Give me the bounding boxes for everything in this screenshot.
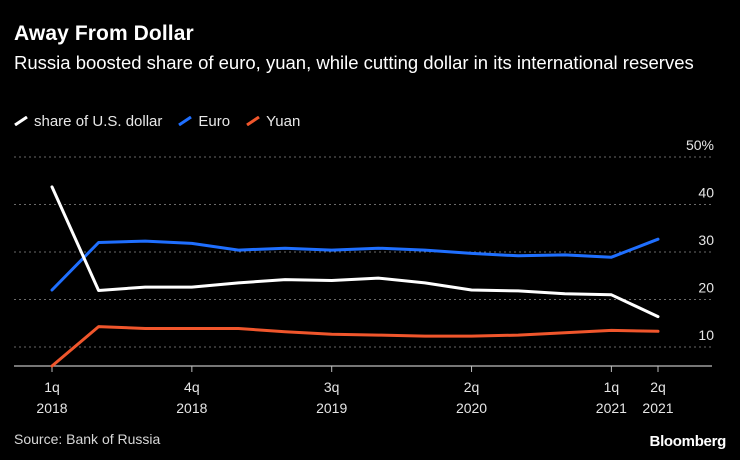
legend-label-yuan: Yuan xyxy=(266,112,301,130)
legend: share of U.S. dollar Euro Yuan xyxy=(14,111,316,131)
x-tick-label-6-year: 2019 xyxy=(316,400,347,416)
series-line-euro xyxy=(50,237,660,292)
x-tick-label-3-year: 2018 xyxy=(176,400,207,416)
legend-swatch-euro xyxy=(178,116,193,126)
x-tick-label-13-year: 2021 xyxy=(642,400,673,416)
chart-title: Away From Dollar xyxy=(14,22,194,45)
series-line-share-of-u-s-dollar xyxy=(50,185,660,319)
legend-item-dollar: share of U.S. dollar xyxy=(14,113,162,130)
x-tick-label-9-quarter: 2q xyxy=(464,379,480,395)
x-tick-label-3-quarter: 4q xyxy=(184,379,200,395)
source-note: Source: Bank of Russia xyxy=(14,431,161,447)
x-tick-label-0-year: 2018 xyxy=(36,400,67,416)
chart-subtitle: Russia boosted share of euro, yuan, whil… xyxy=(14,52,694,73)
x-tick-label-13-quarter: 2q xyxy=(650,379,666,395)
legend-item-euro: Euro xyxy=(178,113,230,130)
legend-swatch-dollar xyxy=(14,116,28,126)
y-tick-label-40: 40 xyxy=(698,185,714,201)
legend-swatch-yuan xyxy=(246,116,260,126)
x-tick-label-6-quarter: 3q xyxy=(324,379,340,395)
y-tick-label-50: 50% xyxy=(686,137,714,153)
y-tick-label-10: 10 xyxy=(698,327,714,343)
y-tick-label-30: 30 xyxy=(698,232,714,248)
legend-label-dollar: share of U.S. dollar xyxy=(34,112,163,130)
x-tick-label-0-quarter: 1q xyxy=(44,379,60,395)
x-tick-label-12-quarter: 1q xyxy=(604,379,620,395)
x-tick-label-12-year: 2021 xyxy=(596,400,627,416)
series-line-yuan xyxy=(50,325,660,368)
bloomberg-logo: Bloomberg xyxy=(649,433,727,450)
x-tick-label-9-year: 2020 xyxy=(456,400,487,416)
legend-item-yuan: Yuan xyxy=(246,113,300,130)
y-tick-label-20: 20 xyxy=(698,280,714,296)
legend-label-euro: Euro xyxy=(198,112,231,130)
